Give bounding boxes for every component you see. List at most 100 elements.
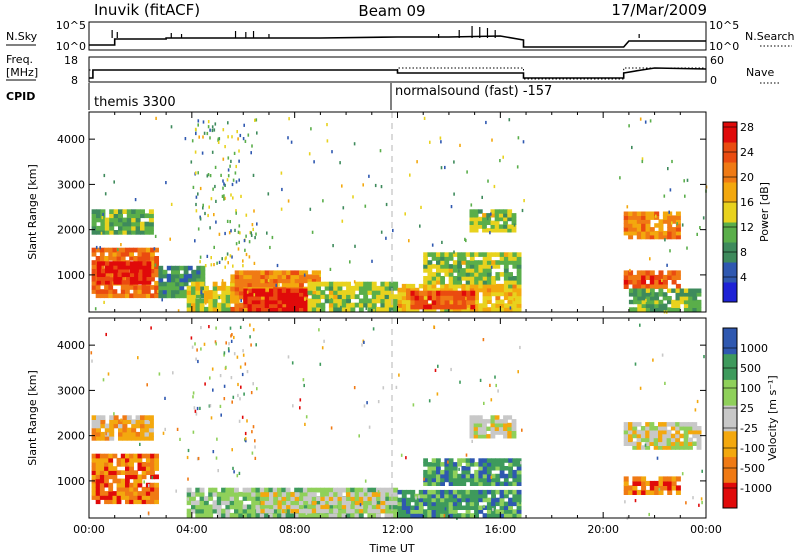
velocity-cell bbox=[208, 504, 214, 510]
power-cell bbox=[129, 280, 135, 285]
power-noise-cell bbox=[209, 136, 211, 140]
velocity-noise-cell bbox=[521, 428, 523, 432]
power-cell bbox=[683, 292, 689, 297]
power-cell bbox=[277, 299, 283, 305]
power-cell bbox=[380, 281, 386, 287]
power-colorbar-tick-label: 12 bbox=[740, 221, 754, 234]
power-cell bbox=[346, 285, 351, 291]
power-cell bbox=[99, 293, 105, 299]
velocity-cell bbox=[452, 477, 458, 483]
power-noise-cell bbox=[683, 179, 685, 183]
power-cell bbox=[427, 280, 433, 285]
power-noise-cell bbox=[238, 159, 240, 163]
velocity-cell bbox=[670, 445, 676, 450]
power-cell bbox=[388, 285, 394, 291]
velocity-cell bbox=[212, 491, 218, 497]
power-noise-cell bbox=[686, 246, 688, 250]
power-cell bbox=[444, 252, 450, 257]
power-cell bbox=[444, 260, 450, 265]
power-cell bbox=[431, 280, 437, 285]
velocity-noise-cell bbox=[482, 338, 485, 342]
power-cell bbox=[239, 286, 244, 292]
power-cell bbox=[116, 268, 122, 274]
power-cell bbox=[658, 274, 664, 280]
velocity-cell bbox=[290, 500, 296, 506]
power-cell bbox=[499, 307, 505, 312]
power-cell bbox=[126, 217, 132, 223]
power-noise-cell bbox=[177, 309, 180, 313]
power-cell bbox=[316, 281, 321, 287]
power-cell bbox=[187, 265, 193, 271]
velocity-noise-cell bbox=[242, 349, 244, 353]
power-cell bbox=[641, 283, 647, 289]
velocity-cell bbox=[469, 462, 475, 467]
velocity-cell bbox=[435, 509, 441, 514]
power-cell bbox=[452, 276, 458, 281]
velocity-cell bbox=[401, 489, 407, 495]
velocity-cell bbox=[436, 473, 441, 479]
velocity-cell bbox=[444, 509, 450, 514]
velocity-cell bbox=[141, 453, 147, 459]
power-cell bbox=[277, 274, 283, 280]
power-cell bbox=[444, 287, 450, 293]
power-noise-cell bbox=[226, 252, 229, 256]
velocity-cell bbox=[482, 458, 488, 463]
power-cell bbox=[654, 283, 660, 289]
velocity-cell bbox=[431, 509, 437, 514]
velocity-colorbar-tick-label: -100 bbox=[740, 442, 765, 455]
velocity-cell bbox=[474, 489, 479, 495]
power-cell bbox=[662, 292, 668, 297]
power-cell bbox=[277, 278, 283, 284]
power-cell bbox=[133, 293, 139, 299]
power-cell bbox=[376, 285, 381, 291]
power-cell bbox=[109, 217, 115, 223]
power-cell bbox=[367, 290, 373, 295]
velocity-cell bbox=[658, 441, 663, 446]
power-cell bbox=[482, 303, 488, 308]
power-noise-cell bbox=[212, 187, 214, 191]
power-cell bbox=[158, 281, 164, 287]
power-cell bbox=[427, 264, 433, 269]
power-cell bbox=[311, 290, 317, 296]
power-cell bbox=[273, 303, 279, 308]
power-cell bbox=[269, 296, 274, 301]
power-cell bbox=[508, 295, 513, 301]
power-cell bbox=[633, 288, 638, 293]
power-cell bbox=[100, 209, 106, 214]
velocity-noise-cell bbox=[192, 391, 195, 395]
power-cell bbox=[303, 288, 309, 293]
power-cell bbox=[662, 215, 668, 220]
power-cell bbox=[486, 291, 492, 297]
power-cell bbox=[363, 302, 369, 308]
velocity-noise-cell bbox=[196, 406, 199, 411]
velocity-cell bbox=[108, 466, 114, 471]
power-noise-cell bbox=[205, 301, 207, 305]
power-cell bbox=[221, 281, 227, 287]
power-noise-cell bbox=[207, 173, 210, 177]
velocity-cell bbox=[148, 436, 154, 441]
velocity-cell bbox=[654, 480, 660, 486]
velocity-cell bbox=[675, 441, 681, 446]
velocity-noise-cell bbox=[415, 496, 417, 500]
power-cell bbox=[104, 256, 109, 261]
velocity-cell bbox=[461, 477, 467, 483]
power-noise-cell bbox=[217, 137, 220, 141]
power-noise-cell bbox=[199, 186, 202, 191]
power-cell bbox=[290, 299, 296, 305]
power-noise-cell bbox=[249, 230, 252, 235]
velocity-cell bbox=[251, 500, 257, 506]
velocity-noise-cell bbox=[244, 437, 247, 441]
power-cell bbox=[191, 281, 196, 287]
power-cell bbox=[186, 302, 192, 308]
nsearch-label: N.Search bbox=[745, 30, 795, 43]
power-cell bbox=[118, 221, 123, 227]
power-cell bbox=[423, 252, 428, 257]
power-cell bbox=[120, 289, 126, 294]
power-cell bbox=[423, 276, 428, 281]
power-cell bbox=[142, 276, 148, 281]
power-cell bbox=[491, 307, 496, 312]
velocity-cell bbox=[461, 458, 467, 463]
power-noise-cell bbox=[453, 160, 455, 164]
velocity-cell bbox=[120, 482, 126, 488]
velocity-noise-cell bbox=[249, 323, 251, 327]
